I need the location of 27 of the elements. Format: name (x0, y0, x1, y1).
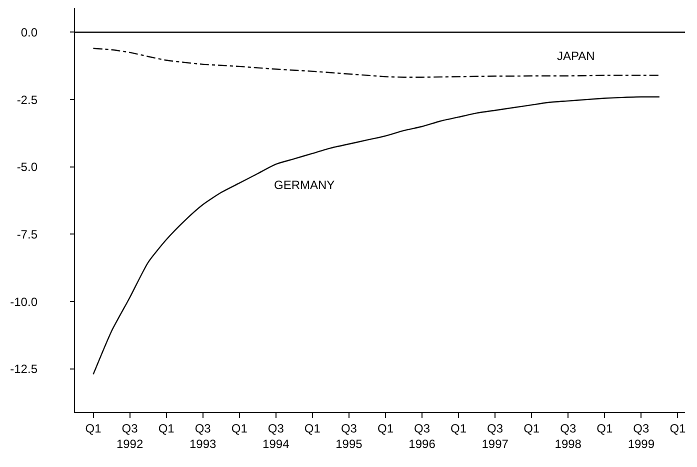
x-tick-label: Q1 (450, 422, 467, 436)
x-tick-label: Q3 1993 (189, 422, 217, 452)
y-tick-label: -2.5 (16, 92, 38, 107)
x-tick-label: Q3 1996 (408, 422, 436, 452)
x-tick-label: Q1 (377, 422, 394, 436)
x-tick-label: Q1 (596, 422, 613, 436)
x-tick-label: Q1 (158, 422, 175, 436)
x-tick-label: Q3 1998 (554, 422, 582, 452)
y-tick-label: -5.0 (16, 160, 38, 174)
x-tick-label: Q3 1992 (116, 422, 144, 452)
series-label: JAPAN (557, 49, 595, 63)
x-tick-label: Q1 (231, 422, 248, 436)
x-tick-label: Q1 (670, 422, 686, 436)
y-tick-label: -12.5 (10, 362, 38, 376)
line-series (92, 96, 660, 375)
line-series (92, 48, 660, 78)
y-tick-label: 0.0 (20, 25, 38, 40)
y-tick-label: -10.0 (10, 294, 38, 309)
series-label: GERMANY (274, 178, 335, 192)
y-tick-label: -7.5 (16, 227, 38, 242)
x-tick-label: Q3 1995 (336, 422, 363, 452)
x-tick-label: Q3 1994 (262, 422, 290, 452)
x-tick-label: Q1 (304, 422, 321, 436)
x-tick-label: Q3 1997 (482, 422, 509, 452)
x-tick-label: Q3 1999 (628, 422, 655, 452)
x-tick-label: Q1 (85, 422, 102, 436)
x-tick-label: Q1 (524, 422, 540, 436)
